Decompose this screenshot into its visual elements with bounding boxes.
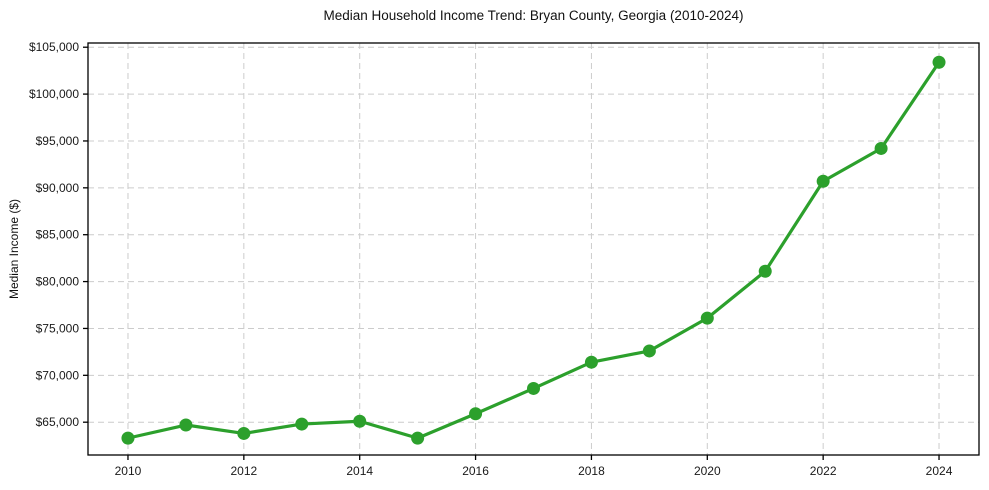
x-tick-label: 2022 xyxy=(810,464,837,478)
y-tick-label: $75,000 xyxy=(36,321,80,335)
y-tick-label: $85,000 xyxy=(36,228,80,242)
data-point-2015 xyxy=(411,431,425,445)
data-point-2013 xyxy=(295,417,309,431)
x-tick-label: 2014 xyxy=(346,464,373,478)
data-point-2019 xyxy=(642,344,656,358)
y-tick-label: $80,000 xyxy=(36,275,80,289)
data-point-2014 xyxy=(353,414,367,428)
data-point-2018 xyxy=(584,355,598,369)
y-tick-label: $105,000 xyxy=(29,40,79,54)
data-point-2012 xyxy=(237,426,251,440)
x-tick-label: 2010 xyxy=(115,464,142,478)
y-tick-label: $100,000 xyxy=(29,87,79,101)
income-trend-line xyxy=(126,60,941,440)
x-tick-label: 2024 xyxy=(926,464,953,478)
y-tick-label: $65,000 xyxy=(36,415,80,429)
x-tick-label: 2020 xyxy=(694,464,721,478)
data-point-2023 xyxy=(874,141,888,155)
data-point-2021 xyxy=(758,264,772,278)
data-point-2020 xyxy=(700,311,714,325)
data-point-2022 xyxy=(816,174,830,188)
x-tick-label: 2018 xyxy=(578,464,605,478)
y-tick-label: $95,000 xyxy=(36,134,80,148)
y-tick-label: $90,000 xyxy=(36,181,80,195)
data-point-2011 xyxy=(179,418,193,432)
data-point-2024 xyxy=(932,55,946,69)
plot-border xyxy=(87,42,980,456)
data-point-2010 xyxy=(121,431,135,445)
data-point-2017 xyxy=(527,381,540,395)
x-tick-label: 2016 xyxy=(462,464,489,478)
data-point-2016 xyxy=(469,407,483,421)
y-tick-label: $70,000 xyxy=(36,368,80,382)
x-tick-label: 2012 xyxy=(230,464,257,478)
chart-title: Median Household Income Trend: Bryan Cou… xyxy=(323,8,744,23)
